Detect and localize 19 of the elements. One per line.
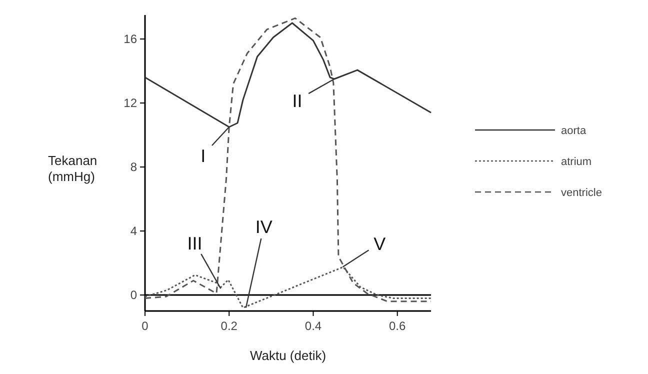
y-tick-label: 4 <box>130 224 138 238</box>
annotation: V <box>374 234 386 254</box>
y-tick-label: 0 <box>130 288 138 302</box>
annotation: IV <box>255 216 272 237</box>
text: atrium <box>561 156 592 168</box>
text: aorta <box>561 125 587 137</box>
x-tick-label: 0.4 <box>304 319 322 333</box>
x-tick-label: 0 <box>142 319 149 333</box>
text: ventricle <box>561 187 602 199</box>
y-tick-label: 16 <box>124 32 138 46</box>
y-tick-label: 12 <box>124 96 138 110</box>
y-axis-title: Tekanan (mmHg) <box>48 153 98 184</box>
x-tick-label: 0.2 <box>220 319 238 333</box>
annotation: III <box>187 234 202 254</box>
x-axis-title: Waktu (detik) <box>250 348 326 363</box>
annotation: II <box>292 91 302 111</box>
y-tick-label: 8 <box>130 160 138 174</box>
annotation: I <box>200 146 206 166</box>
x-tick-label: 0.6 <box>389 319 406 333</box>
